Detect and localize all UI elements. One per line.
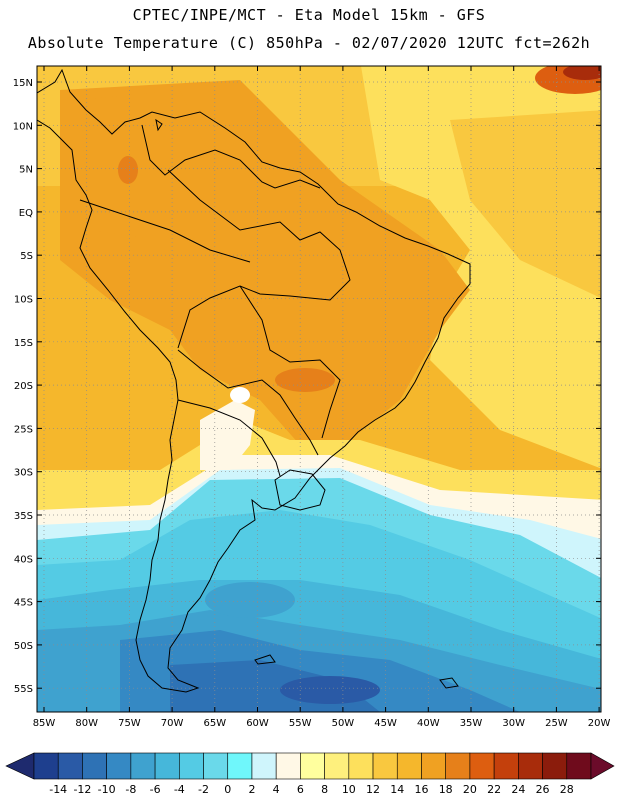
latitude-label: 10N: [13, 121, 33, 132]
longitude-label: 65W: [203, 718, 226, 729]
colorbar-swatch: [227, 752, 253, 780]
colorbar-swatch: [324, 752, 350, 780]
longitude-label: 30W: [502, 718, 525, 729]
coastline: [37, 68, 471, 693]
colorbar-swatch: [348, 752, 374, 780]
colorbar-swatch: [275, 752, 301, 780]
colorbar-tick-label: 28: [560, 783, 574, 796]
longitude-label: 75W: [118, 718, 141, 729]
colorbar-tick-label: 2: [248, 783, 255, 796]
latitude-label: 15N: [13, 78, 33, 89]
latitude-label: 45S: [14, 598, 33, 609]
latitude-label: 40S: [14, 554, 33, 565]
colorbar-tick-label: 12: [366, 783, 380, 796]
colorbar-swatch: [493, 752, 519, 780]
colorbar-tick-label: -4: [174, 783, 185, 796]
colorbar-left-arrow: [5, 752, 35, 780]
latitude-label: 30S: [14, 468, 33, 479]
colorbar-tick-label: 8: [321, 783, 328, 796]
longitude-label: 70W: [161, 718, 184, 729]
colorbar-tick-label: 10: [342, 783, 356, 796]
colorbar-swatch: [542, 752, 568, 780]
colorbar-swatch: [33, 752, 59, 780]
colorbar-tick-label: 18: [439, 783, 453, 796]
longitude-labels: 85W 80W 75W 70W 65W 60W 55W 50W 45W 40W 35W 30W 25W 2…: [33, 718, 611, 729]
colorbar-swatch: [396, 752, 422, 780]
map-title-line-2: Absolute Temperature (C) 850hPa - 02/07/…: [27, 34, 591, 52]
colorbar-swatch: [566, 752, 592, 780]
longitude-label: 55W: [289, 718, 312, 729]
colorbar-tick-label: 14: [390, 783, 404, 796]
latitude-label: 5S: [20, 251, 33, 262]
colorbar-swatch: [251, 752, 277, 780]
colorbar-swatch: [300, 752, 325, 780]
colorbar-tick-label: -10: [98, 783, 116, 796]
colorbar-tick-label: -14: [49, 783, 67, 796]
colorbar-swatch: [106, 752, 132, 780]
latitude-label: EQ: [19, 208, 33, 219]
latitude-labels: 15N 10N 5N EQ 5S 10S 15S 20S 25S 30S 35S 40S 45S 50S 5…: [13, 78, 33, 695]
latitude-label: 35S: [14, 511, 33, 522]
colorbar-swatch: [154, 752, 180, 780]
longitude-label: 20W: [588, 718, 611, 729]
longitude-label: 40W: [417, 718, 440, 729]
colorbar-right-arrow: [590, 752, 615, 780]
longitude-label: 50W: [332, 718, 355, 729]
colorbar-swatch: [372, 752, 398, 780]
colorbar: [5, 752, 615, 780]
longitude-label: 60W: [246, 718, 269, 729]
latitude-label: 20S: [14, 381, 33, 392]
colorbar-swatch: [469, 752, 495, 780]
map-frame: [36, 65, 602, 713]
colorbar-swatch: [421, 752, 446, 780]
longitude-label: 35W: [460, 718, 483, 729]
latitude-label: 10S: [14, 295, 33, 306]
latitude-label: 15S: [14, 338, 33, 349]
colorbar-tick-label: -2: [198, 783, 209, 796]
colorbar-tick-label: 6: [297, 783, 304, 796]
colorbar-tick-label: 20: [463, 783, 477, 796]
colorbar-swatch: [130, 752, 156, 780]
axis-ticks: [37, 66, 601, 712]
colorbar-tick-label: 26: [536, 783, 550, 796]
colorbar-swatch: [518, 752, 543, 780]
longitude-label: 45W: [374, 718, 397, 729]
colorbar-swatch: [57, 752, 83, 780]
longitude-label: 80W: [75, 718, 98, 729]
colorbar-tick-label: 0: [224, 783, 231, 796]
longitude-label: 25W: [545, 718, 568, 729]
colorbar-swatch: [445, 752, 471, 780]
latitude-label: 50S: [14, 641, 33, 652]
latitude-label: 55S: [14, 684, 33, 695]
map-title-line-1: CPTEC/INPE/MCT - Eta Model 15km - GFS: [132, 6, 486, 24]
colorbar-swatch: [203, 752, 229, 780]
colorbar-tick-label: 24: [511, 783, 525, 796]
colorbar-swatch: [179, 752, 204, 780]
colorbar-tick-label: 16: [414, 783, 428, 796]
temperature-field: [37, 66, 601, 712]
latitude-label: 25S: [14, 424, 33, 435]
latitude-label: 5N: [19, 165, 33, 176]
longitude-label: 85W: [33, 718, 56, 729]
colorbar-tick-label: 22: [487, 783, 501, 796]
colorbar-tick-label: -12: [73, 783, 91, 796]
colorbar-tick-label: -8: [125, 783, 136, 796]
colorbar-tick-label: -6: [150, 783, 161, 796]
colorbar-swatch: [82, 752, 107, 780]
colorbar-labels: -14 -12 -10 -8 -6 -4 -2 0 2 4 6 8 10 12 14 16 18 20 22 24 26…: [49, 783, 574, 796]
colorbar-tick-label: 4: [273, 783, 280, 796]
